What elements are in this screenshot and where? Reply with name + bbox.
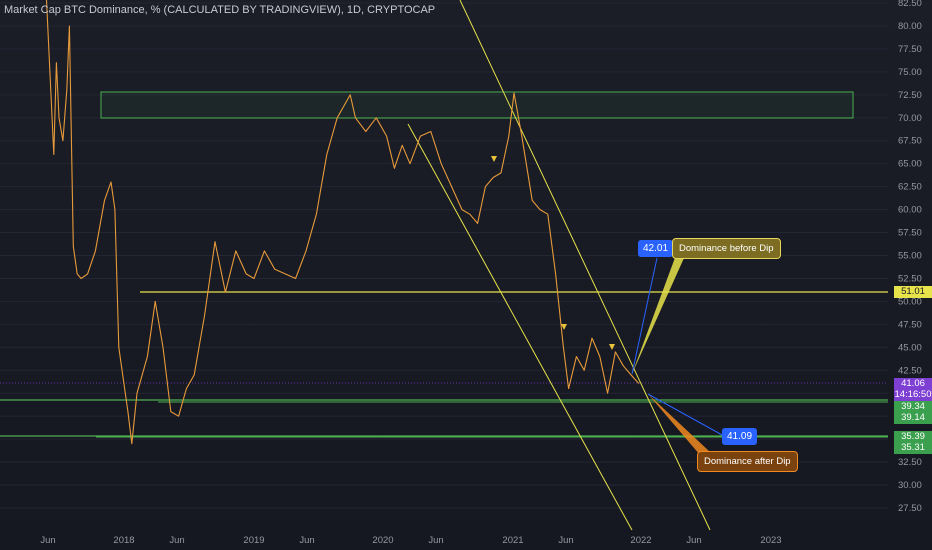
value-label-before[interactable]: 42.01 xyxy=(638,240,674,257)
chart-title: Market Cap BTC Dominance, % (CALCULATED … xyxy=(4,4,436,16)
x-tick-label: 2018 xyxy=(113,535,134,546)
callout-after-connector xyxy=(648,394,710,455)
y-tick-label: 57.50 xyxy=(898,228,922,239)
callout-before-connector xyxy=(632,255,684,374)
price-tag-support2b: 35.31 xyxy=(894,442,932,454)
price-tag-support2a: 35.39 xyxy=(894,431,932,443)
price-series-line xyxy=(45,0,640,445)
y-tick-label: 80.00 xyxy=(898,21,922,32)
x-tick-label: Jun xyxy=(40,535,55,546)
x-tick-label: 2023 xyxy=(760,535,781,546)
blue-connector-before xyxy=(631,257,658,375)
y-tick-label: 55.00 xyxy=(898,251,922,262)
x-tick-label: Jun xyxy=(169,535,184,546)
y-tick-label: 27.50 xyxy=(898,503,922,514)
y-tick-label: 67.50 xyxy=(898,136,922,147)
price-tag-timer: 14:16:50 xyxy=(894,389,932,401)
y-tick-label: 47.50 xyxy=(898,319,922,330)
y-tick-label: 75.00 xyxy=(898,67,922,78)
y-tick-label: 72.50 xyxy=(898,90,922,101)
y-tick-label: 77.50 xyxy=(898,44,922,55)
marker-triangle xyxy=(491,156,497,162)
y-tick-label: 32.50 xyxy=(898,457,922,468)
x-tick-label: Jun xyxy=(686,535,701,546)
y-tick-label: 82.50 xyxy=(898,0,922,9)
price-tag-support1b: 39.14 xyxy=(894,412,932,424)
x-tick-label: 2022 xyxy=(630,535,651,546)
price-tag-support1a: 39.34 xyxy=(894,401,932,413)
x-tick-label: Jun xyxy=(558,535,573,546)
blue-connector-after xyxy=(647,393,725,437)
x-tick-label: 2019 xyxy=(243,535,264,546)
marker-triangle xyxy=(561,324,567,330)
y-tick-label: 45.00 xyxy=(898,342,922,353)
y-tick-label: 52.50 xyxy=(898,273,922,284)
price-tag-resistance: 51.01 xyxy=(894,286,932,298)
callout-before-dip[interactable]: Dominance before Dip xyxy=(672,238,781,259)
x-tick-label: 2021 xyxy=(502,535,523,546)
resistance-zone[interactable] xyxy=(100,91,854,119)
y-tick-label: 50.00 xyxy=(898,296,922,307)
y-tick-label: 60.00 xyxy=(898,205,922,216)
trend-line-lower[interactable] xyxy=(407,123,633,531)
y-tick-label: 30.00 xyxy=(898,480,922,491)
callout-after-dip[interactable]: Dominance after Dip xyxy=(697,451,798,472)
trend-line-upper[interactable] xyxy=(459,0,711,531)
x-tick-label: Jun xyxy=(299,535,314,546)
x-tick-label: Jun xyxy=(428,535,443,546)
marker-triangle xyxy=(609,344,615,350)
y-tick-label: 42.50 xyxy=(898,365,922,376)
price-tag-current: 41.06 xyxy=(894,378,932,390)
y-tick-label: 65.00 xyxy=(898,159,922,170)
y-tick-label: 70.00 xyxy=(898,113,922,124)
x-tick-label: 2020 xyxy=(372,535,393,546)
value-label-after[interactable]: 41.09 xyxy=(722,428,758,445)
y-tick-label: 62.50 xyxy=(898,182,922,193)
